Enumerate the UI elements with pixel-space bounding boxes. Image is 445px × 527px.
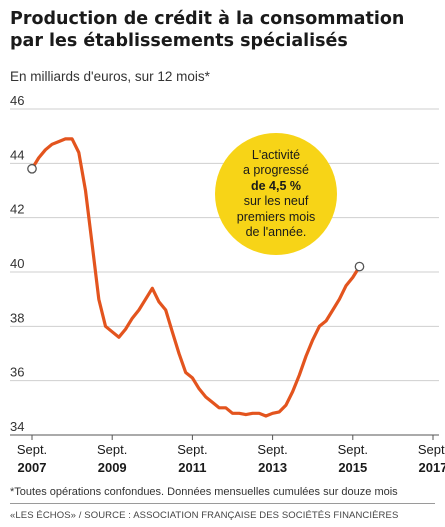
y-tick-label: 34 [10,419,24,434]
divider [10,503,435,504]
x-tick-label-year: 2017 [419,460,445,475]
x-tick-label-year: 2015 [338,460,367,475]
callout-line-4: sur les neuf [243,194,309,208]
callout-line-6: de l'année. [245,225,307,239]
x-tick-label-month: Sept. [97,442,127,457]
x-tick-label-month: Sept. [418,442,445,457]
y-tick-label: 46 [10,95,24,108]
y-tick-label: 36 [10,365,24,380]
title-line-1: Production de crédit à la consommation [10,9,405,29]
y-tick-label: 38 [10,310,24,325]
x-tick-label-year: 2011 [178,460,206,475]
chart-subtitle: En milliards d'euros, sur 12 mois* [10,69,210,84]
x-tick-label-month: Sept. [17,442,47,457]
x-tick-label-month: Sept. [257,442,287,457]
footnote: *Toutes opérations confondues. Données m… [10,486,398,498]
y-tick-label: 42 [10,202,24,217]
end-point-marker [354,261,365,272]
x-tick-label-month: Sept. [338,442,368,457]
callout-line-5: premiers mois [236,209,316,224]
callout-bubble: L'activité a progressé de 4,5 % sur les … [215,133,337,255]
x-tick-label-year: 2009 [98,460,127,475]
series-line [30,137,362,418]
line-chart: 34 36 38 40 42 44 46 Sept. 2007 Sept. 2009 Sept. 201… [10,95,445,475]
x-tick-label-month: Sept. [177,442,207,457]
y-tick-label: 40 [10,256,24,271]
start-point-marker [27,163,37,174]
title-line-2: par les établissements spécialisés [10,31,348,51]
source-credit: «LES ÉCHOS» / SOURCE : ASSOCIATION FRANÇ… [10,510,399,521]
y-tick-label: 44 [10,147,24,162]
callout-line-1: L'activité [251,147,301,162]
x-tick-label-year: 2007 [18,460,47,475]
callout-line-2: a progressé [242,163,309,177]
chart-title: Production de crédit à la consommation p… [10,8,430,52]
callout-highlight: de 4,5 % [250,178,302,193]
x-tick-label-year: 2013 [258,460,287,475]
